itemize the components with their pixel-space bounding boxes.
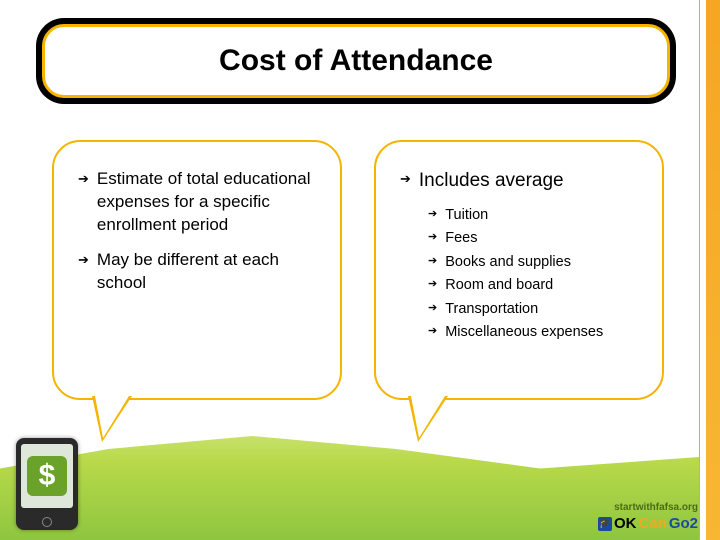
slide-title: Cost of Attendance [219, 44, 493, 78]
list-item: ➔ Transportation [428, 300, 638, 320]
item-text: Books and supplies [445, 253, 571, 273]
item-text: Fees [445, 229, 477, 249]
slide: Cost of Attendance ➔ Estimate of total e… [0, 0, 720, 540]
list-item: ➔ Tuition [428, 206, 638, 226]
logo-part: Can [638, 515, 666, 532]
list-item: ➔ Room and board [428, 276, 638, 296]
logo-part: OK [614, 515, 637, 532]
bullet-icon: ➔ [78, 251, 89, 269]
bullet-icon: ➔ [428, 277, 437, 292]
right-callout: ➔ Includes average ➔ Tuition ➔ Fees ➔ Bo… [374, 140, 664, 400]
logo-part: Go2 [669, 515, 698, 532]
item-text: May be different at each school [97, 249, 316, 295]
list-item: ➔ Fees [428, 229, 638, 249]
phone-home-button [42, 517, 52, 527]
fafsa-logo-text: startwithfafsa.org [614, 502, 698, 513]
footer-logos: startwithfafsa.org 🎓 OKCanGo2 [598, 502, 698, 532]
sublist: ➔ Tuition ➔ Fees ➔ Books and supplies ➔ … [428, 206, 638, 343]
bubble-tail [408, 396, 448, 442]
item-text: Room and board [445, 276, 553, 296]
cango-logo: 🎓 OKCanGo2 [598, 515, 698, 532]
bullet-icon: ➔ [428, 301, 437, 316]
title-inner: Cost of Attendance [42, 24, 670, 98]
list-item: ➔ Books and supplies [428, 253, 638, 273]
item-text: Tuition [445, 206, 488, 226]
left-callout: ➔ Estimate of total educational expenses… [52, 140, 342, 400]
phone-icon: $ [16, 438, 78, 530]
list-item: ➔ Estimate of total educational expenses… [78, 168, 316, 237]
bullet-icon: ➔ [428, 324, 437, 339]
item-text: Miscellaneous expenses [445, 323, 603, 343]
dollar-icon: $ [27, 456, 67, 496]
bullet-icon: ➔ [428, 230, 437, 245]
list-item: ➔ Includes average [400, 168, 638, 194]
bullet-icon: ➔ [428, 254, 437, 269]
bubble-tail [92, 396, 132, 442]
bullet-icon: ➔ [400, 170, 411, 188]
bullet-icon: ➔ [428, 207, 437, 222]
list-item: ➔ May be different at each school [78, 249, 316, 295]
title-container: Cost of Attendance [36, 18, 676, 104]
item-text: Estimate of total educational expenses f… [97, 168, 316, 237]
side-accent [706, 0, 720, 540]
item-text: Includes average [419, 168, 564, 194]
phone-screen: $ [21, 444, 73, 508]
list-item: ➔ Miscellaneous expenses [428, 323, 638, 343]
grad-icon: 🎓 [598, 517, 612, 531]
item-text: Transportation [445, 300, 538, 320]
bullet-icon: ➔ [78, 170, 89, 188]
